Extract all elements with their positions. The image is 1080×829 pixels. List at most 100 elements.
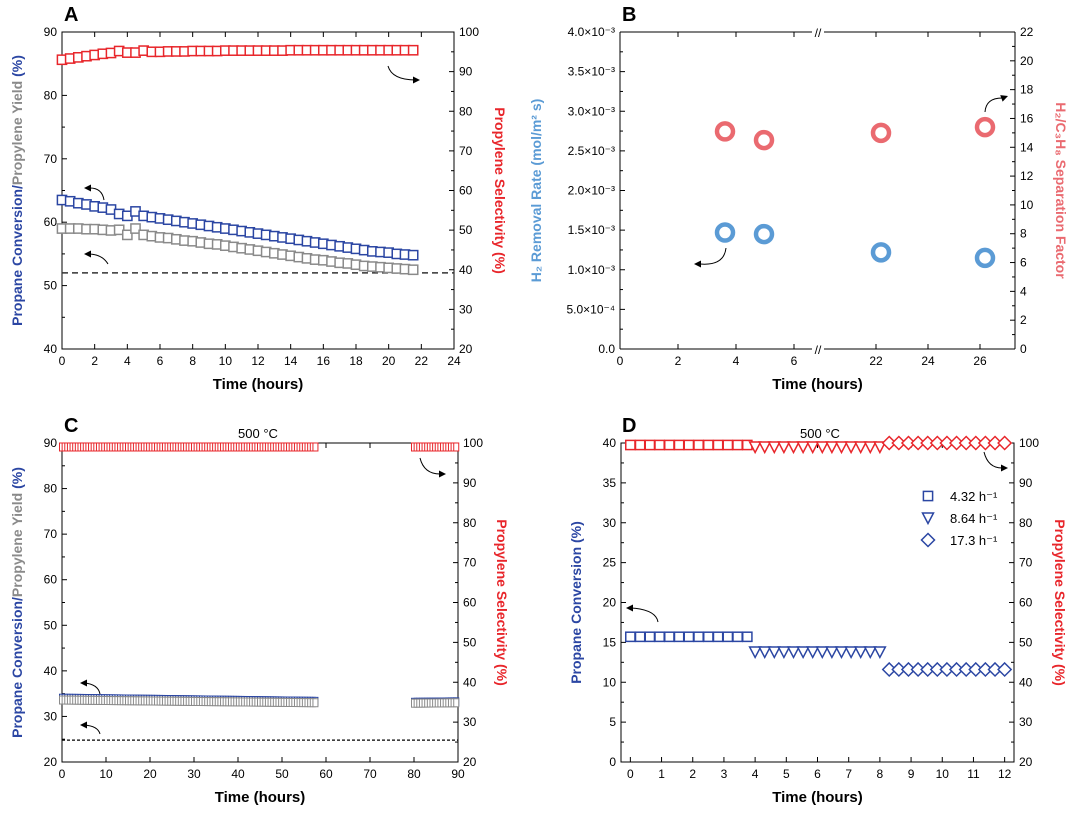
- data-point: [714, 121, 736, 142]
- y-axis-label-left: Propane Conversion/Propylene Yield (%): [9, 55, 25, 326]
- x-tick-label: 26: [973, 354, 987, 368]
- arrow-to-left-axis-head: [80, 721, 87, 729]
- y-tick-label-right: 0: [1020, 342, 1027, 356]
- x-tick-label: 90: [451, 767, 465, 781]
- y-tick-label-left: 50: [44, 279, 58, 293]
- y-tick-label-right: 8: [1020, 227, 1027, 241]
- y-axis-label-part: Propane Conversion: [9, 601, 25, 738]
- data-point: [997, 435, 1013, 451]
- x-tick-label: 4: [752, 767, 759, 781]
- arrow-to-left-axis-head: [626, 604, 633, 612]
- y-tick-label-left: 1.0×10⁻³: [568, 263, 615, 277]
- data-point: [863, 646, 878, 660]
- data-point: [786, 646, 801, 660]
- y-tick-label-left: 80: [44, 88, 58, 102]
- data-point: [853, 441, 868, 455]
- x-tick-label: 9: [908, 767, 915, 781]
- x-tick-label: 10: [936, 767, 950, 781]
- y-tick-label-right: 40: [1019, 675, 1033, 689]
- data-point: [121, 229, 133, 241]
- y-tick-label-left: 4.0×10⁻³: [568, 25, 615, 39]
- y-tick-label-left: 35: [603, 476, 617, 490]
- x-tick-label: 6: [814, 767, 821, 781]
- arrow-to-left-axis-head: [694, 260, 701, 268]
- x-tick-label: 14: [284, 354, 298, 368]
- y-tick-label-left: 30: [44, 709, 58, 723]
- x-tick-label: 0: [59, 767, 66, 781]
- y-axis-label-right: Propylene Selectivity (%): [492, 107, 508, 274]
- y-tick-label-right: 90: [463, 476, 477, 490]
- x-tick-label: 2: [675, 354, 682, 368]
- x-tick-label: 1: [658, 767, 665, 781]
- y-tick-label-left: 70: [44, 527, 58, 541]
- y-tick-label-left: 90: [44, 436, 58, 450]
- panel-b: B // // 0.0 5.0×10⁻⁴ 1.0×10⁻³ 1.5×10⁻³ 2.0×10⁻³…: [528, 4, 1069, 393]
- data-point: [844, 441, 858, 455]
- y-tick-label-left: 0: [609, 755, 616, 769]
- data-point: [732, 439, 743, 451]
- arrow-to-left-axis-head: [84, 184, 91, 192]
- y-tick-label-left: 5.0×10⁻⁴: [566, 302, 615, 316]
- arrow-to-right-axis: [419, 457, 441, 475]
- y-tick-label-left: 25: [603, 556, 617, 570]
- y-axis-label-part: H₂ Removal Rate (mol/m² s): [528, 99, 544, 283]
- x-tick-label: 30: [187, 767, 201, 781]
- data-point: [714, 222, 736, 243]
- panel-letter: A: [64, 4, 78, 26]
- y-tick-label-left: 2.5×10⁻³: [568, 144, 615, 158]
- y-axis-label-right: Propylene Selectivity (%): [1052, 519, 1068, 686]
- data-point: [654, 631, 665, 643]
- data-point: [777, 646, 791, 660]
- x-axis-label: Time (hours): [772, 376, 863, 393]
- arrow-to-right-axis-head: [1000, 95, 1008, 102]
- axis-break-bottom: //: [815, 343, 822, 357]
- legend-marker: [921, 512, 935, 526]
- data-point: [815, 646, 830, 660]
- data-point: [453, 442, 460, 452]
- y-axis-label-left: Propane Conversion/Propylene Yield (%): [9, 467, 25, 738]
- legend-marker: [920, 532, 936, 548]
- data-point: [873, 646, 887, 660]
- y-axis-label-part: (%): [9, 55, 25, 81]
- y-tick-label-left: 70: [44, 152, 58, 166]
- data-point: [741, 631, 753, 643]
- x-tick-label: 7: [845, 767, 852, 781]
- data-point: [757, 441, 772, 455]
- y-axis-label-part: (%): [9, 467, 25, 493]
- panel-d: D 500 °C051015202530354020304050607080901…: [568, 415, 1068, 806]
- data-point: [796, 441, 810, 455]
- data-point: [634, 631, 646, 643]
- x-tick-label: 0: [617, 354, 624, 368]
- y-axis-label-right: H₂/C₃H₈ Separation Factor: [1053, 102, 1069, 279]
- y-tick-label-left: 50: [44, 618, 58, 632]
- data-point: [815, 441, 830, 455]
- data-point: [767, 441, 782, 455]
- arrow-to-right-axis-head: [1001, 464, 1008, 472]
- y-tick-label-right: 80: [1019, 516, 1033, 530]
- arrow-to-right-axis: [387, 65, 417, 81]
- chart-title: 500 °C: [800, 426, 840, 441]
- data-point: [453, 698, 460, 708]
- data-point: [753, 129, 775, 151]
- y-tick-label-right: 70: [1019, 556, 1033, 570]
- data-point: [974, 247, 996, 269]
- y-tick-label-right: 100: [1019, 436, 1039, 450]
- y-tick-label-right: 10: [1020, 198, 1034, 212]
- y-tick-label-right: 90: [459, 65, 473, 79]
- x-tick-label: 70: [363, 767, 377, 781]
- data-point: [825, 646, 839, 660]
- y-tick-label-right: 20: [1020, 54, 1034, 68]
- x-tick-label: 22: [415, 354, 429, 368]
- x-axis-label: Time (hours): [213, 376, 304, 393]
- data-point: [974, 116, 996, 138]
- x-tick-label: 12: [998, 767, 1012, 781]
- legend-label: 8.64 h⁻¹: [950, 511, 998, 526]
- legend-marker: [922, 490, 934, 502]
- data-point: [834, 646, 849, 660]
- x-tick-label: 0: [59, 354, 66, 368]
- y-axis-label-left: Propane Conversion (%): [568, 521, 584, 684]
- y-axis-label-part: /: [9, 597, 25, 601]
- data-point: [644, 439, 656, 451]
